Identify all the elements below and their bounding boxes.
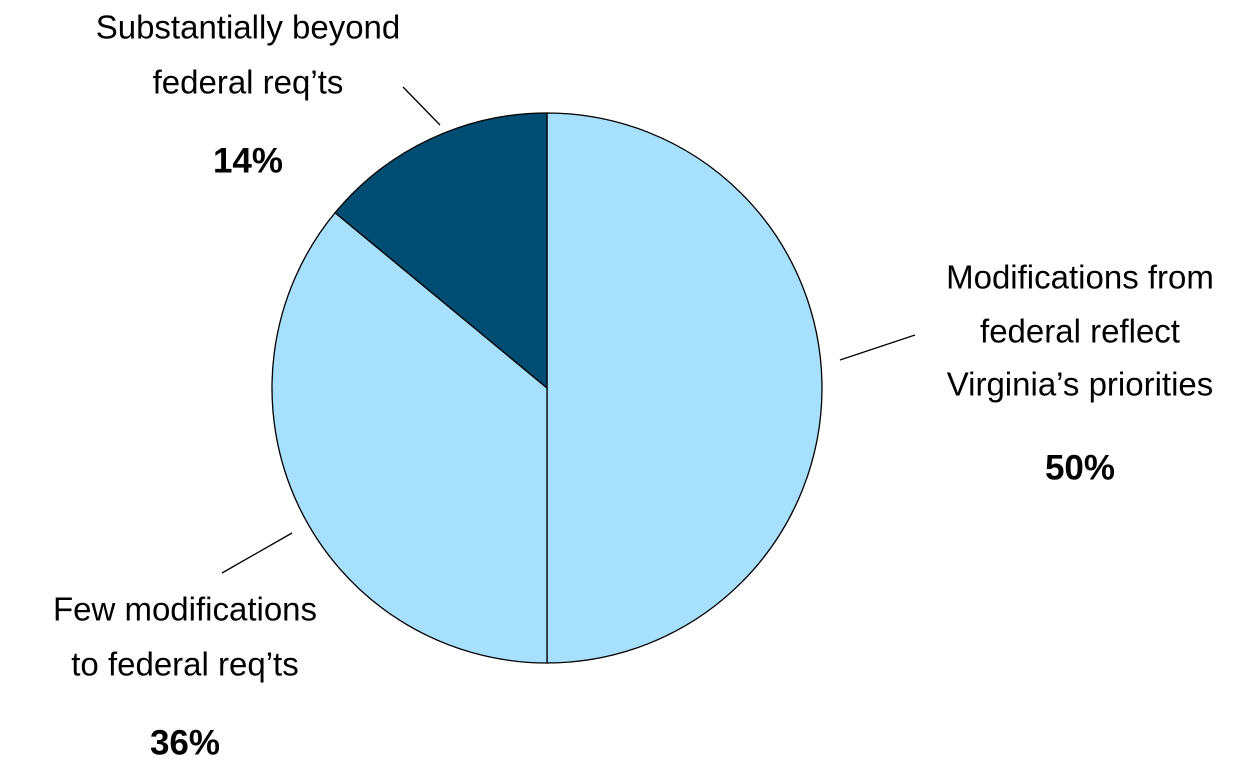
slice-label: Modifications from — [946, 259, 1214, 296]
slice-label: to federal req’ts — [71, 646, 298, 683]
value-label: 36% — [150, 723, 220, 762]
slice-label: Virginia’s priorities — [947, 366, 1214, 403]
pie-slice — [334, 112, 548, 390]
slice-label: Substantially beyond — [96, 9, 401, 46]
slice-label: Few modifications — [53, 591, 317, 628]
value-label: 14% — [213, 141, 283, 180]
leader-line — [402, 86, 441, 126]
leader-line — [221, 532, 293, 574]
pie-slice — [546, 112, 823, 664]
slice-label: federal reflect — [980, 313, 1180, 350]
leader-line — [839, 334, 916, 361]
pie-slice — [271, 211, 548, 664]
value-label: 50% — [1045, 448, 1115, 487]
slice-label: federal req’ts — [153, 64, 344, 101]
